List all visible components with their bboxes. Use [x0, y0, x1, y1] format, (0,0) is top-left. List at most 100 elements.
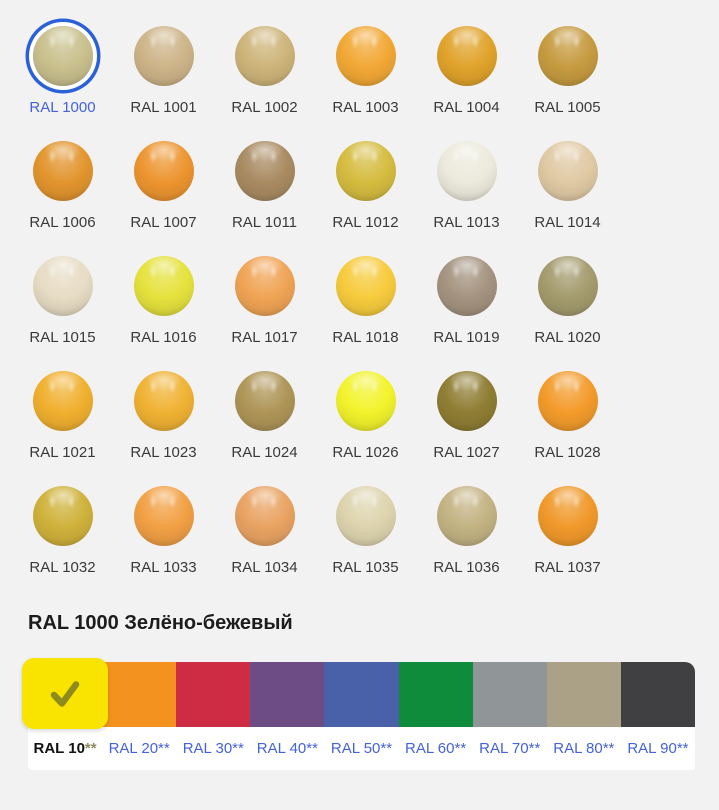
color-sphere[interactable]: [133, 141, 194, 201]
color-sphere[interactable]: [133, 256, 194, 316]
ral-color-item-ral-1002[interactable]: RAL 1002: [214, 10, 315, 125]
ral-color-item-ral-1003[interactable]: RAL 1003: [315, 10, 416, 125]
color-label[interactable]: RAL 1002: [231, 99, 298, 116]
color-label[interactable]: RAL 1017: [231, 329, 298, 346]
color-sphere[interactable]: [537, 141, 598, 201]
ral-color-item-ral-1000[interactable]: RAL 1000: [12, 10, 113, 125]
color-sphere[interactable]: [133, 486, 194, 546]
color-label[interactable]: RAL 1036: [433, 559, 500, 576]
color-label[interactable]: RAL 1018: [332, 329, 399, 346]
group-swatch-ral-50[interactable]: [324, 662, 399, 727]
color-label[interactable]: RAL 1032: [29, 559, 96, 576]
tab-ral-10[interactable]: RAL 10**: [33, 740, 97, 757]
ral-color-item-ral-1012[interactable]: RAL 1012: [315, 125, 416, 240]
color-sphere[interactable]: [32, 486, 93, 546]
color-label[interactable]: RAL 1011: [231, 214, 298, 231]
ral-color-item-ral-1011[interactable]: RAL 1011: [214, 125, 315, 240]
color-sphere[interactable]: [436, 256, 497, 316]
ral-color-item-ral-1001[interactable]: RAL 1001: [113, 10, 214, 125]
color-sphere[interactable]: [32, 26, 93, 86]
tab-ral-80[interactable]: RAL 80**: [553, 740, 615, 757]
color-sphere[interactable]: [537, 26, 598, 86]
color-sphere[interactable]: [32, 371, 93, 431]
color-label[interactable]: RAL 1004: [433, 99, 500, 116]
color-label[interactable]: RAL 1013: [433, 214, 500, 231]
ral-color-item-ral-1036[interactable]: RAL 1036: [416, 470, 517, 585]
color-label[interactable]: RAL 1035: [332, 559, 399, 576]
group-swatch-ral-90[interactable]: [620, 662, 695, 727]
ral-color-item-ral-1020[interactable]: RAL 1020: [517, 240, 618, 355]
ral-color-item-ral-1017[interactable]: RAL 1017: [214, 240, 315, 355]
color-sphere[interactable]: [335, 371, 396, 431]
active-group-swatch[interactable]: [22, 658, 108, 729]
color-label[interactable]: RAL 1037: [534, 559, 601, 576]
ral-color-item-ral-1028[interactable]: RAL 1028: [517, 355, 618, 470]
tab-ral-40[interactable]: RAL 40**: [256, 740, 318, 757]
color-sphere[interactable]: [436, 26, 497, 86]
color-label[interactable]: RAL 1027: [433, 444, 500, 461]
ral-color-item-ral-1016[interactable]: RAL 1016: [113, 240, 214, 355]
ral-color-item-ral-1007[interactable]: RAL 1007: [113, 125, 214, 240]
color-sphere[interactable]: [335, 26, 396, 86]
color-label[interactable]: RAL 1003: [332, 99, 399, 116]
ral-color-item-ral-1015[interactable]: RAL 1015: [12, 240, 113, 355]
ral-color-item-ral-1037[interactable]: RAL 1037: [517, 470, 618, 585]
group-swatch-ral-80[interactable]: [546, 662, 621, 727]
color-sphere[interactable]: [335, 256, 396, 316]
color-sphere[interactable]: [133, 26, 194, 86]
ral-color-item-ral-1027[interactable]: RAL 1027: [416, 355, 517, 470]
ral-color-item-ral-1026[interactable]: RAL 1026: [315, 355, 416, 470]
color-label[interactable]: RAL 1028: [534, 444, 601, 461]
color-label[interactable]: RAL 1015: [29, 329, 96, 346]
color-label[interactable]: RAL 1034: [231, 559, 298, 576]
tab-ral-90[interactable]: RAL 90**: [627, 740, 689, 757]
color-label[interactable]: RAL 1019: [433, 329, 500, 346]
ral-color-item-ral-1005[interactable]: RAL 1005: [517, 10, 618, 125]
ral-color-item-ral-1032[interactable]: RAL 1032: [12, 470, 113, 585]
ral-color-item-ral-1023[interactable]: RAL 1023: [113, 355, 214, 470]
color-sphere[interactable]: [234, 141, 295, 201]
color-sphere[interactable]: [32, 256, 93, 316]
ral-color-item-ral-1024[interactable]: RAL 1024: [214, 355, 315, 470]
color-sphere[interactable]: [537, 371, 598, 431]
color-sphere[interactable]: [234, 486, 295, 546]
ral-color-item-ral-1019[interactable]: RAL 1019: [416, 240, 517, 355]
ral-color-item-ral-1035[interactable]: RAL 1035: [315, 470, 416, 585]
ral-color-item-ral-1006[interactable]: RAL 1006: [12, 125, 113, 240]
color-label[interactable]: RAL 1016: [130, 329, 197, 346]
group-swatch-ral-60[interactable]: [398, 662, 473, 727]
color-label[interactable]: RAL 1012: [332, 214, 399, 231]
tab-ral-70[interactable]: RAL 70**: [479, 740, 541, 757]
tab-ral-50[interactable]: RAL 50**: [330, 740, 393, 757]
color-label[interactable]: RAL 1007: [130, 214, 197, 231]
tab-ral-60[interactable]: RAL 60**: [405, 740, 467, 757]
ral-color-item-ral-1034[interactable]: RAL 1034: [214, 470, 315, 585]
tab-ral-20[interactable]: RAL 20**: [108, 740, 170, 757]
color-label[interactable]: RAL 1006: [29, 214, 96, 231]
color-sphere[interactable]: [335, 141, 396, 201]
color-sphere[interactable]: [436, 486, 497, 546]
color-sphere[interactable]: [436, 141, 497, 201]
color-sphere[interactable]: [335, 486, 396, 546]
color-label[interactable]: RAL 1000: [29, 99, 96, 116]
color-sphere[interactable]: [234, 371, 295, 431]
color-sphere[interactable]: [133, 371, 194, 431]
color-sphere[interactable]: [537, 256, 598, 316]
color-label[interactable]: RAL 1005: [534, 99, 601, 116]
ral-color-item-ral-1033[interactable]: RAL 1033: [113, 470, 214, 585]
color-sphere[interactable]: [537, 486, 598, 546]
color-label[interactable]: RAL 1024: [231, 444, 298, 461]
ral-color-item-ral-1004[interactable]: RAL 1004: [416, 10, 517, 125]
ral-color-item-ral-1014[interactable]: RAL 1014: [517, 125, 618, 240]
color-sphere[interactable]: [436, 371, 497, 431]
color-label[interactable]: RAL 1023: [130, 444, 197, 461]
color-label[interactable]: RAL 1014: [534, 214, 601, 231]
ral-color-item-ral-1013[interactable]: RAL 1013: [416, 125, 517, 240]
color-sphere[interactable]: [32, 141, 93, 201]
color-label[interactable]: RAL 1001: [130, 99, 197, 116]
color-label[interactable]: RAL 1026: [332, 444, 399, 461]
color-sphere[interactable]: [234, 256, 295, 316]
tab-ral-30[interactable]: RAL 30**: [182, 740, 244, 757]
group-swatch-ral-20[interactable]: [102, 662, 177, 727]
color-label[interactable]: RAL 1021: [29, 444, 96, 461]
